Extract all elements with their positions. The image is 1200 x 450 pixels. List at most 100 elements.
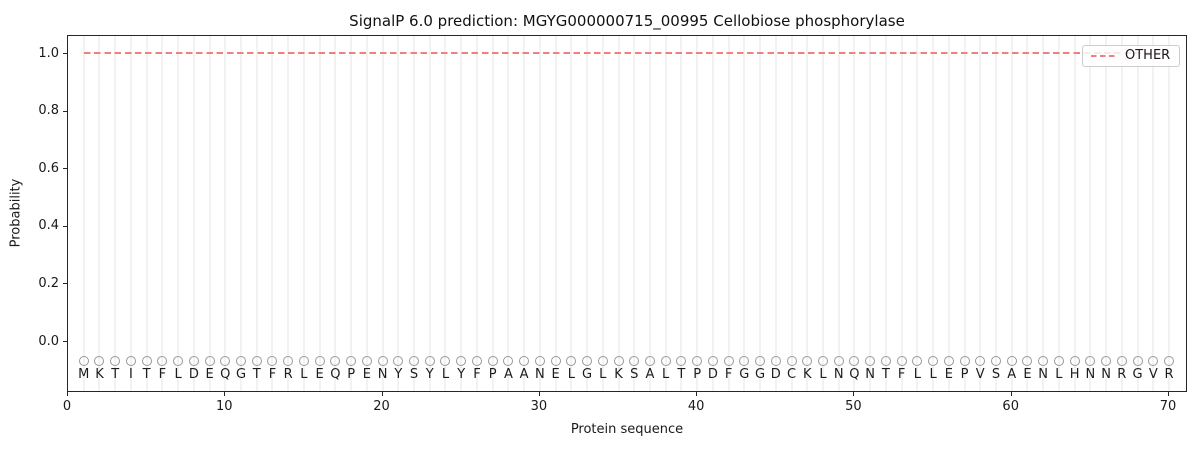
residue-marker — [849, 356, 860, 366]
residue-marker — [409, 356, 420, 366]
residue-letter: T — [111, 367, 120, 382]
residue-marker — [723, 356, 734, 366]
residue-marker — [141, 356, 152, 366]
gridline — [711, 36, 714, 391]
residue-marker — [1069, 356, 1080, 366]
residue-letter: H — [1069, 367, 1080, 382]
residue-marker — [1132, 356, 1143, 366]
residue-letter: N — [833, 367, 844, 382]
y-tick-label: 0.4 — [38, 218, 59, 234]
residue-letter: N — [1101, 367, 1111, 382]
residue-marker — [377, 356, 388, 366]
residue-letter: R — [1164, 367, 1174, 382]
y-axis-label: Probability — [8, 178, 24, 248]
y-tick-label: 0.8 — [38, 103, 59, 119]
residue-letter: L — [819, 367, 827, 382]
gridline — [743, 36, 746, 391]
residue-letter: A — [519, 367, 529, 382]
gridline — [806, 36, 809, 391]
residue-marker — [566, 356, 577, 366]
gridline — [790, 36, 793, 391]
residue-marker — [110, 356, 121, 366]
other-probability-line — [84, 52, 1170, 54]
gridline — [507, 36, 510, 391]
gridline — [1042, 36, 1045, 391]
gridline — [853, 36, 856, 391]
residue-marker — [267, 356, 278, 366]
x-tick-mark — [381, 392, 383, 396]
gridline — [240, 36, 242, 391]
residue-letter: E — [1023, 367, 1032, 382]
x-tick-mark — [538, 392, 540, 396]
residue-letter: N — [865, 367, 876, 382]
y-tick-mark — [63, 341, 67, 342]
residue-marker — [597, 356, 608, 366]
residue-letter: E — [315, 367, 324, 382]
residue-marker — [786, 356, 797, 366]
x-tick-label: 20 — [373, 399, 390, 414]
residue-letter: E — [205, 367, 214, 382]
x-axis-label: Protein sequence — [570, 422, 684, 437]
residue-marker — [125, 356, 136, 366]
gridline — [271, 36, 274, 391]
gridline — [601, 36, 604, 391]
residue-marker — [487, 356, 498, 366]
gridline — [460, 36, 463, 391]
x-tick-mark — [67, 392, 68, 396]
gridline — [1089, 36, 1092, 391]
residue-marker — [534, 356, 545, 366]
legend-dashed-line-icon — [1091, 55, 1117, 57]
gridline — [397, 36, 400, 391]
x-tick-label: 0 — [62, 399, 72, 414]
x-tick-mark — [224, 392, 226, 396]
residue-letter: L — [567, 367, 575, 382]
residue-letter: K — [802, 367, 812, 382]
residue-letter: V — [1148, 367, 1158, 382]
gridline — [428, 36, 431, 391]
residue-letter: P — [960, 367, 969, 382]
gridline — [680, 36, 683, 391]
gridline — [821, 36, 824, 391]
gridline — [224, 36, 227, 391]
residue-letter: F — [268, 367, 277, 382]
residue-marker — [1006, 356, 1017, 366]
gridline — [979, 36, 982, 391]
gridline — [1152, 36, 1155, 391]
residue-letter: Q — [849, 367, 860, 382]
gridline — [570, 36, 573, 391]
residue-letter: D — [188, 367, 199, 382]
residue-marker — [283, 356, 294, 366]
residue-marker — [676, 356, 687, 366]
residue-letter: L — [1055, 367, 1063, 382]
residue-marker — [1101, 356, 1112, 366]
gridline — [1010, 36, 1013, 391]
residue-marker — [188, 356, 199, 366]
residue-marker — [959, 356, 970, 366]
residue-marker — [613, 356, 624, 366]
y-tick-mark — [63, 225, 67, 227]
residue-marker — [1053, 356, 1064, 366]
gridline — [900, 36, 903, 391]
residue-marker — [817, 356, 828, 366]
residue-letter: T — [252, 367, 261, 382]
residue-marker — [833, 356, 844, 366]
residue-letter: Y — [425, 367, 434, 382]
gridline — [413, 36, 416, 391]
residue-letter: R — [283, 367, 293, 382]
residue-marker — [440, 356, 451, 366]
gridline — [884, 36, 887, 391]
gridline — [318, 36, 321, 391]
residue-marker — [157, 356, 168, 366]
legend: OTHER — [1082, 45, 1180, 67]
residue-marker — [802, 356, 813, 366]
residue-letter: L — [599, 367, 607, 382]
x-tick-mark — [853, 392, 855, 396]
gridline — [664, 36, 667, 391]
residue-marker — [707, 356, 718, 366]
residue-marker — [943, 356, 954, 366]
x-tick-mark — [1010, 392, 1012, 396]
residue-letter: C — [786, 367, 797, 382]
residue-marker — [582, 356, 593, 366]
residue-letter: L — [662, 367, 670, 382]
